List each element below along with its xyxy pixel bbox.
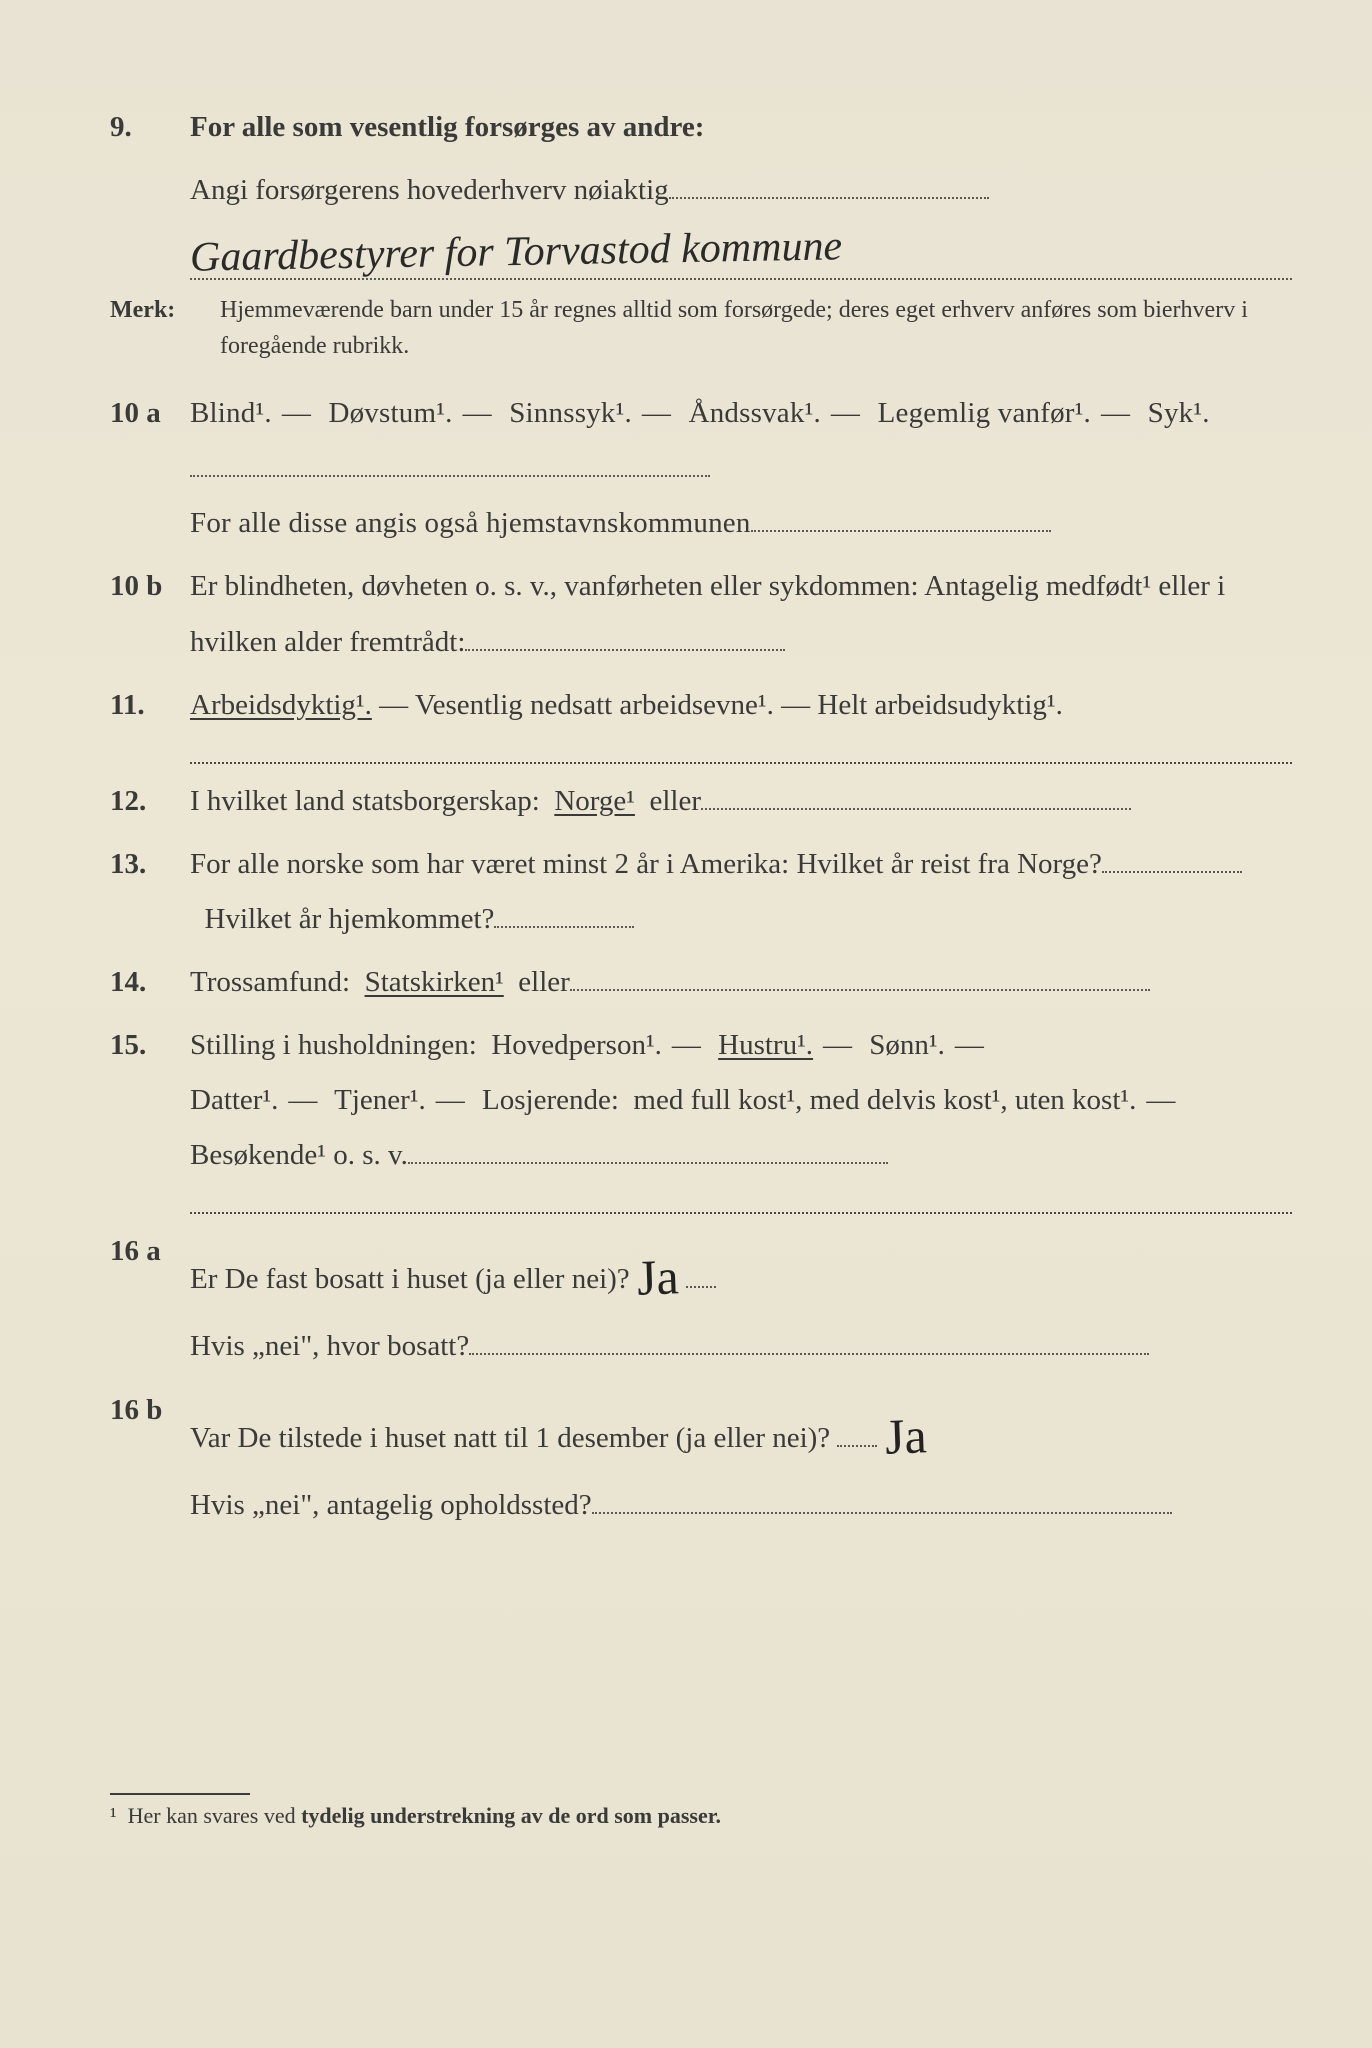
q10a-row: 10 a Blind¹.— Døvstum¹.— Sinnssyk¹.— Ånd…	[110, 386, 1292, 551]
q13-body: For alle norske som har været minst 2 år…	[190, 837, 1292, 947]
q16b-handwritten: Ja	[883, 1388, 928, 1484]
q11-number: 11.	[110, 678, 190, 733]
merk-row: Merk: Hjemmeværende barn under 15 år reg…	[110, 292, 1292, 364]
q11-row: 11. Arbeidsdyktig¹. — Vesentlig nedsatt …	[110, 678, 1292, 733]
q11-body: Arbeidsdyktig¹. — Vesentlig nedsatt arbe…	[190, 678, 1292, 733]
q16b-sub: Hvis „nei", antagelig opholdssted?	[190, 1489, 592, 1521]
q16a-sub: Hvis „nei", hvor bosatt?	[190, 1330, 469, 1362]
q14-row: 14. Trossamfund: Statskirken¹ eller	[110, 955, 1292, 1010]
q15-row: 15. Stilling i husholdningen: Hovedperso…	[110, 1018, 1292, 1183]
q10a-line2: For alle disse angis også hjemstavnskomm…	[190, 507, 751, 539]
q16a-row: 16 a Er De fast bosatt i huset (ja eller…	[110, 1224, 1292, 1374]
q10b-row: 10 b Er blindheten, døvheten o. s. v., v…	[110, 559, 1292, 669]
divider-line	[190, 761, 1292, 764]
q12-row: 12. I hvilket land statsborgerskap: Norg…	[110, 774, 1292, 829]
q16a-number: 16 a	[110, 1224, 190, 1279]
q9-number: 9.	[110, 100, 190, 155]
q13-row: 13. For alle norske som har været minst …	[110, 837, 1292, 947]
footnote-rule	[110, 1793, 250, 1795]
q9-title-row: 9. For alle som vesentlig forsørges av a…	[110, 100, 1292, 155]
fill-line	[669, 197, 989, 199]
q14-number: 14.	[110, 955, 190, 1010]
merk-label: Merk:	[110, 292, 220, 328]
q12-number: 12.	[110, 774, 190, 829]
divider-line-2	[190, 1211, 1292, 1214]
q9-line1: Angi forsørgerens hovederhverv nøiaktig	[190, 163, 1292, 218]
q9-handwritten-row: Gaardbestyrer for Torvastod kommune	[190, 226, 1292, 280]
q10a-number: 10 a	[110, 386, 190, 441]
merk-text: Hjemmeværende barn under 15 år regnes al…	[220, 292, 1292, 364]
q16a-handwritten: Ja	[635, 1230, 680, 1326]
q16b-row: 16 b Var De tilstede i huset natt til 1 …	[110, 1383, 1292, 1533]
q9-title: For alle som vesentlig forsørges av andr…	[190, 100, 1292, 155]
q10b-body: Er blindheten, døvheten o. s. v., vanfør…	[190, 559, 1292, 669]
q16b-body: Var De tilstede i huset natt til 1 desem…	[190, 1383, 1292, 1533]
q9-handwritten: Gaardbestyrer for Torvastod kommune	[190, 223, 843, 282]
q15-body: Stilling i husholdningen: Hovedperson¹.—…	[190, 1018, 1292, 1183]
census-form-page: 9. For alle som vesentlig forsørges av a…	[0, 0, 1372, 2048]
q15-number: 15.	[110, 1018, 190, 1073]
q13-number: 13.	[110, 837, 190, 892]
q10b-number: 10 b	[110, 559, 190, 614]
footnote: ¹ Her kan svares ved tydelig understrekn…	[110, 1803, 1292, 1829]
q12-body: I hvilket land statsborgerskap: Norge¹ e…	[190, 774, 1292, 829]
q10a-body: Blind¹.— Døvstum¹.— Sinnssyk¹.— Åndssvak…	[190, 386, 1292, 551]
q16b-number: 16 b	[110, 1383, 190, 1438]
q14-body: Trossamfund: Statskirken¹ eller	[190, 955, 1292, 1010]
q16a-body: Er De fast bosatt i huset (ja eller nei)…	[190, 1224, 1292, 1374]
q9-line1-row: Angi forsørgerens hovederhverv nøiaktig	[110, 163, 1292, 218]
